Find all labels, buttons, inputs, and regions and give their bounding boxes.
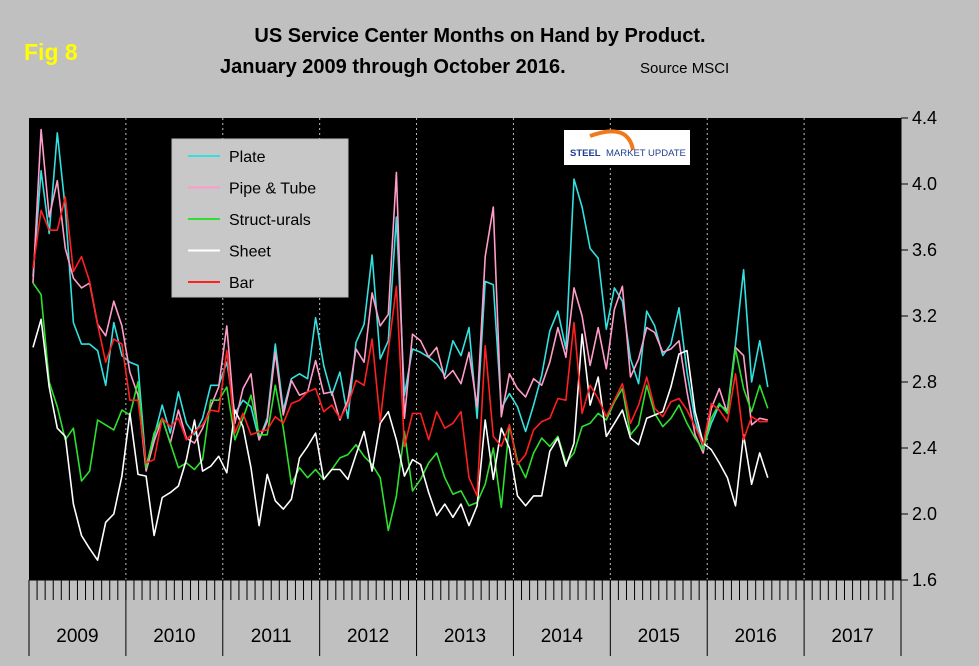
legend-label: Pipe & Tube [229, 181, 316, 198]
y-tick-label: 3.6 [912, 240, 937, 260]
logo-word-market-update: MARKET UPDATE [606, 148, 686, 159]
x-axis-year-labels: 2009 2010 2011 2012 2013 2014 2015 2016 2017 [56, 626, 873, 647]
y-tick-label: 1.6 [912, 570, 937, 590]
figure-label: Fig 8 [24, 39, 78, 65]
steel-market-update-logo: STEEL MARKET UPDATE [564, 129, 690, 165]
logo-word-steel: STEEL [570, 148, 601, 159]
series-line-struct-urals [32, 282, 769, 532]
y-tick-label: 4.4 [912, 108, 937, 128]
y-tick-label: 2.4 [912, 438, 937, 458]
series-lines [32, 128, 769, 562]
x-tick-label: 2011 [251, 626, 292, 647]
y-tick-label: 2.8 [912, 372, 937, 392]
series-line-sheet [32, 318, 769, 562]
x-tick-label: 2014 [541, 626, 584, 647]
source-note: Source MSCI [640, 60, 729, 77]
x-tick-label: 2012 [347, 626, 389, 647]
series-line-pipe-tube [32, 128, 768, 472]
legend-label: Sheet [229, 244, 271, 261]
chart-title: US Service Center Months on Hand by Prod… [254, 25, 705, 47]
x-tick-label: 2010 [153, 626, 195, 647]
legend: Plate Pipe & Tube Struct-urals Sheet Bar [171, 138, 349, 298]
legend-label: Plate [229, 149, 266, 166]
x-tick-label: 2009 [56, 626, 98, 647]
y-tick-label: 4.0 [912, 174, 937, 194]
x-axis [28, 579, 902, 656]
x-tick-label: 2016 [735, 626, 777, 647]
x-tick-label: 2017 [831, 626, 873, 647]
chart-subtitle: January 2009 through October 2016. [220, 56, 566, 78]
legend-label: Bar [229, 275, 255, 292]
series-line-bar [32, 196, 768, 497]
x-tick-label: 2013 [444, 626, 486, 647]
y-tick-label: 2.0 [912, 504, 937, 524]
legend-label: Struct-urals [229, 212, 311, 229]
logo-swoosh-icon [589, 129, 635, 151]
y-axis: 1.6 2.0 2.4 2.8 3.2 3.6 4.0 4.4 [900, 108, 937, 590]
y-tick-label: 3.2 [912, 306, 937, 326]
x-tick-label: 2015 [638, 626, 680, 647]
